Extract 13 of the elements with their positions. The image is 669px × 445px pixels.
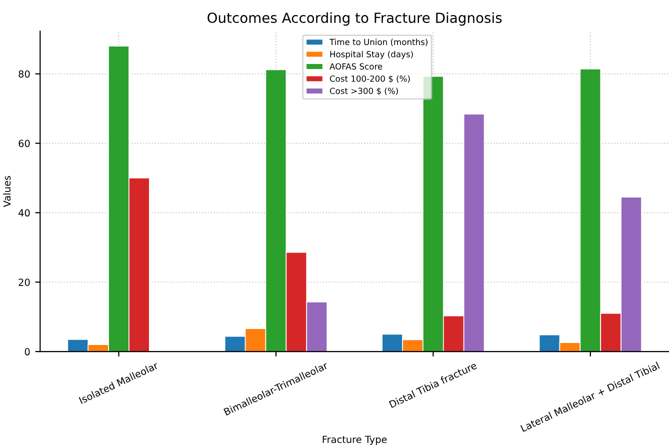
legend-label: Cost >300 $ (%) <box>330 88 398 96</box>
legend-label: Time to Union (months) <box>329 38 428 46</box>
y-tick-label: 20 <box>18 278 30 286</box>
legend-label: AOFAS Score <box>330 63 382 70</box>
y-tick-label: 60 <box>18 140 30 148</box>
chart-title: Outcomes According to Fracture Diagnosis <box>208 12 502 26</box>
x-axis-title: Fracture Type <box>322 436 387 445</box>
y-tick-label: 0 <box>24 348 30 356</box>
y-tick-label: 80 <box>18 70 30 78</box>
legend-label: Hospital Stay (days) <box>330 50 413 59</box>
y-axis-title: Values <box>3 176 11 208</box>
legend-label: Cost 100-200 $ (%) <box>330 75 410 83</box>
y-tick-label: 40 <box>18 209 30 217</box>
